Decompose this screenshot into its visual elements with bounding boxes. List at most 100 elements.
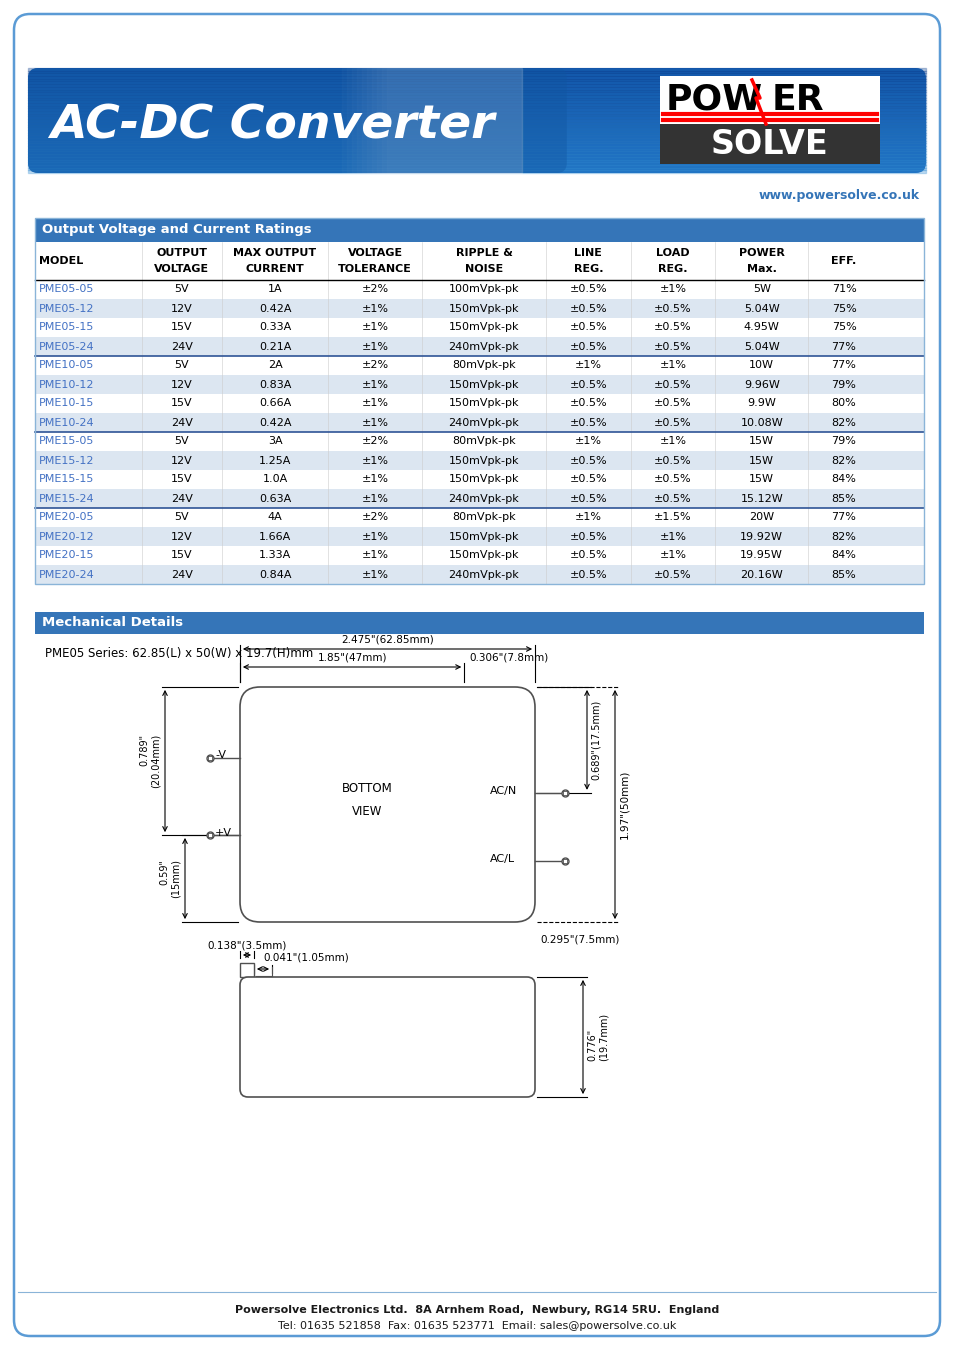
Bar [35,394,923,413]
Text: ±1.5%: ±1.5% [654,513,691,522]
Text: 79%: 79% [831,436,856,447]
Text: 0.21A: 0.21A [258,342,291,351]
Text: ±1%: ±1% [361,379,388,390]
Text: ±0.5%: ±0.5% [569,379,606,390]
Text: ±1%: ±1% [361,323,388,332]
Text: 84%: 84% [831,551,856,560]
Text: PME05 Series: 62.85(L) x 50(W) x 19.7(H)mm: PME05 Series: 62.85(L) x 50(W) x 19.7(H)… [45,647,313,660]
Text: PME05-24: PME05-24 [39,342,94,351]
Text: AC/N: AC/N [490,786,517,795]
Text: 20.16W: 20.16W [740,570,782,579]
Text: 5.04W: 5.04W [743,342,779,351]
Text: 12V: 12V [171,455,193,466]
Text: 15V: 15V [171,551,193,560]
Text: 0.83A: 0.83A [258,379,291,390]
Text: OUTPUT: OUTPUT [156,248,207,258]
Text: 24V: 24V [171,570,193,579]
Bar [35,612,923,634]
Text: PME15-15: PME15-15 [39,474,94,485]
Text: 240mVpk-pk: 240mVpk-pk [448,494,518,504]
Text: 2A: 2A [268,360,282,370]
Text: 24V: 24V [171,417,193,428]
Text: Powersolve Electronics Ltd.  8A Arnhem Road,  Newbury, RG14 5RU.  England: Powersolve Electronics Ltd. 8A Arnhem Ro… [234,1305,719,1315]
Text: 0.42A: 0.42A [258,304,291,313]
Text: ±0.5%: ±0.5% [654,398,691,409]
Text: 24V: 24V [171,494,193,504]
Text: ±1%: ±1% [361,474,388,485]
Text: 80mVpk-pk: 80mVpk-pk [452,360,516,370]
FancyBboxPatch shape [659,124,879,163]
Text: 4.95W: 4.95W [743,323,779,332]
Text: 1.85"(47mm): 1.85"(47mm) [317,652,387,662]
Text: 100mVpk-pk: 100mVpk-pk [448,285,518,294]
Text: AC/L: AC/L [490,855,515,864]
Bar [35,279,923,298]
Text: 77%: 77% [831,342,856,351]
Text: ±0.5%: ±0.5% [654,570,691,579]
Text: 240mVpk-pk: 240mVpk-pk [448,342,518,351]
Text: 15W: 15W [748,436,774,447]
Text: 0.689"(17.5mm): 0.689"(17.5mm) [590,699,600,780]
Text: 71%: 71% [831,285,856,294]
Text: +V: +V [214,828,232,838]
Text: EFF.: EFF. [830,256,856,266]
Text: ±1%: ±1% [361,551,388,560]
Bar [35,432,923,451]
Text: ±1%: ±1% [659,360,685,370]
Text: ±0.5%: ±0.5% [654,417,691,428]
Text: PME10-05: PME10-05 [39,360,94,370]
Text: ±0.5%: ±0.5% [569,285,606,294]
Text: ±1%: ±1% [575,436,601,447]
Text: 9.9W: 9.9W [746,398,776,409]
Text: 1.0A: 1.0A [262,474,288,485]
Text: 0.306"(7.8mm): 0.306"(7.8mm) [469,652,548,662]
Text: 12V: 12V [171,379,193,390]
Text: NOISE: NOISE [464,265,502,274]
Text: PME05-12: PME05-12 [39,304,94,313]
Text: 0.776"
(19.7mm): 0.776" (19.7mm) [586,1012,608,1061]
Text: ±1%: ±1% [361,570,388,579]
Bar [35,298,923,319]
Text: 150mVpk-pk: 150mVpk-pk [448,474,518,485]
Text: MODEL: MODEL [39,256,83,266]
Text: 0.84A: 0.84A [258,570,291,579]
Text: 150mVpk-pk: 150mVpk-pk [448,304,518,313]
Text: 80mVpk-pk: 80mVpk-pk [452,436,516,447]
Bar [35,489,923,508]
Text: RIPPLE &: RIPPLE & [455,248,512,258]
Bar [35,375,923,394]
Text: 85%: 85% [831,494,856,504]
Text: Output Voltage and Current Ratings: Output Voltage and Current Ratings [42,224,312,236]
Text: REG.: REG. [658,265,687,274]
Text: TOLERANCE: TOLERANCE [337,265,412,274]
Text: VIEW: VIEW [352,805,381,818]
Text: 240mVpk-pk: 240mVpk-pk [448,417,518,428]
Text: 1.97"(50mm): 1.97"(50mm) [618,769,628,840]
Text: 19.92W: 19.92W [740,532,782,541]
Text: 15W: 15W [748,474,774,485]
Text: ±0.5%: ±0.5% [569,532,606,541]
Text: ±1%: ±1% [575,360,601,370]
Text: 12V: 12V [171,304,193,313]
Text: 80mVpk-pk: 80mVpk-pk [452,513,516,522]
Bar [240,963,253,977]
Bar [35,217,923,242]
Text: 79%: 79% [831,379,856,390]
Text: Tel: 01635 521858  Fax: 01635 523771  Email: sales@powersolve.co.uk: Tel: 01635 521858 Fax: 01635 523771 Emai… [277,1322,676,1331]
Text: ±1%: ±1% [659,436,685,447]
Text: 0.33A: 0.33A [258,323,291,332]
Text: PME10-24: PME10-24 [39,417,94,428]
Text: 75%: 75% [831,323,856,332]
Text: ±0.5%: ±0.5% [569,494,606,504]
Text: 84%: 84% [831,474,856,485]
Text: 0.041"(1.05mm): 0.041"(1.05mm) [263,953,349,963]
Text: CURRENT: CURRENT [245,265,304,274]
Bar [35,338,923,356]
Text: ±1%: ±1% [659,551,685,560]
Text: 10W: 10W [748,360,774,370]
Bar [35,566,923,585]
Text: 9.96W: 9.96W [743,379,779,390]
Text: 5V: 5V [174,513,189,522]
Text: ±2%: ±2% [361,285,388,294]
Text: 1.25A: 1.25A [258,455,291,466]
